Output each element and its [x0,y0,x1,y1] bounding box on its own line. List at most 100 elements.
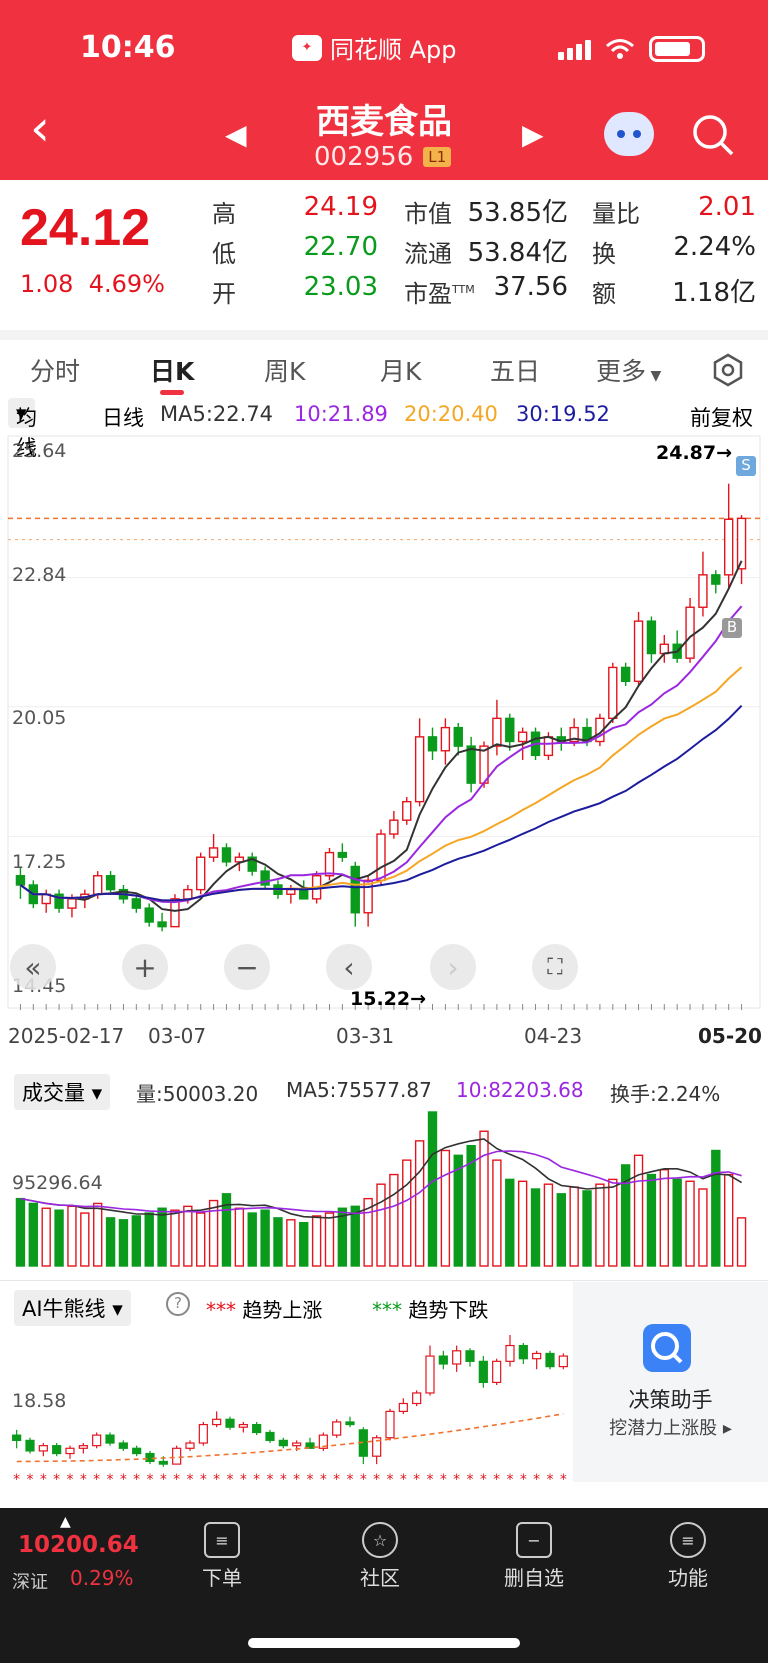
sell-signal-badge[interactable]: S [736,456,756,476]
candle-body [698,574,708,608]
ai-candle-body [278,1439,288,1447]
nav-order[interactable]: ≡ 下单 [182,1522,262,1591]
volume-axis: 95296.64 [12,1172,103,1194]
index-value[interactable]: 10200.64 [18,1532,139,1558]
ai-candle-body [185,1442,195,1449]
axis-top: 25.64 [12,440,67,462]
ai-candle-body [65,1447,75,1455]
candlestick-chart[interactable] [0,434,768,1054]
settings-hexagon-icon[interactable] [710,352,746,388]
next-stock-button[interactable]: ▶ [522,118,544,151]
buy-signal-badge[interactable]: B [722,618,742,638]
volume-bar [41,1207,51,1267]
ai-trend-mark: * [507,1472,514,1480]
scroll-left-button[interactable]: ‹ [326,944,372,990]
adjust-mode[interactable]: 前复权 [690,406,753,430]
tab-intraday[interactable]: 分时 [30,357,81,386]
candle-body [427,736,438,752]
nav-functions[interactable]: ≡ 功能 [648,1522,728,1591]
tab-weekly-k[interactable]: 周K [264,357,306,386]
volume-selector[interactable]: 成交量 ▾ [14,1074,111,1110]
ai-candle-body [52,1445,62,1455]
tab-monthly-k[interactable]: 月K [380,357,422,386]
pe-label: 市盈TTM [404,274,475,309]
ai-candle-body [398,1402,408,1413]
ai-trend-mark: * [547,1472,554,1480]
fullscreen-button[interactable]: ⛶ [532,944,578,990]
ai-candle-body [438,1355,448,1365]
ai-candle-body [518,1344,528,1360]
tab-more[interactable]: 更多 ▼ [596,352,661,388]
candle-body [453,726,463,747]
ai-candle-body [172,1447,182,1465]
zoom-in-button[interactable]: + [122,944,168,990]
ai-candle-body [452,1350,462,1365]
candle-body [389,819,399,835]
ai-candle-body [332,1421,342,1436]
volume-bar [543,1183,554,1267]
ai-trend-mark: * [560,1472,567,1480]
candle-body [15,875,26,886]
float-value: 53.84亿 [467,238,568,268]
candle-body [286,888,296,895]
open-label: 开 [212,280,236,308]
period-label: 日线 [102,406,144,430]
tab-daily-k[interactable]: 日K [150,357,195,386]
ai-robot-icon[interactable] [604,112,654,156]
candle-body [620,666,631,683]
rewind-button[interactable]: « [10,944,56,990]
ai-axis: 18.58 [12,1390,67,1412]
high-value: 24.19 [303,192,378,222]
vr-label: 量比 [592,200,640,228]
nav-remove-watchlist[interactable]: − 删自选 [494,1522,574,1591]
ai-trend-mark: * [173,1472,180,1480]
low-value: 22.70 [303,232,378,262]
volume-bar [556,1193,566,1267]
volume-bar [427,1111,438,1267]
back-button[interactable]: ‹ [30,99,50,157]
ai-trend-mark: * [360,1472,367,1480]
candle-body [517,731,528,743]
volume-chart[interactable] [0,1108,768,1268]
zoom-out-button[interactable]: − [224,944,270,990]
decision-helper-panel[interactable]: 决策助手 挖潜力上涨股 ▸ [573,1282,768,1482]
index-name: 深证 [12,1572,48,1593]
tab-five-day[interactable]: 五日 [490,357,541,386]
ai-selector[interactable]: AI牛熊线 ▾ [14,1290,131,1326]
nav-community[interactable]: ☆ 社区 [340,1522,420,1591]
volume-bar [15,1197,26,1267]
ai-trend-mark: * [453,1472,460,1480]
ai-legend-up: *** 趋势上涨 [206,1298,323,1322]
search-icon[interactable] [690,112,736,158]
amt-label: 额 [592,280,616,308]
ai-candle-body [465,1350,475,1362]
help-icon[interactable]: ? [166,1292,190,1316]
ai-candle-body [385,1410,395,1439]
ai-trend-mark: * [80,1472,87,1480]
volume-bar [440,1149,451,1267]
up-arrow-icon: ▲ [60,1514,71,1530]
ai-trend-mark: * [187,1472,194,1480]
signal-icon [558,38,591,60]
ai-trend-mark: * [53,1472,60,1480]
price-change-pct: 4.69% [88,270,165,298]
prev-stock-button[interactable]: ◀ [225,118,247,151]
candle-body [466,745,476,784]
stock-code: 002956 [314,142,414,172]
ma-selector[interactable]: 均线 ▾ [8,398,37,460]
ai-candle-body [25,1439,35,1452]
candle-body [337,851,348,858]
volume-bar [672,1178,682,1267]
ai-candle-body [425,1355,435,1394]
active-tab-indicator [160,390,184,395]
community-star-icon: ☆ [362,1522,398,1558]
volume-bar [582,1190,592,1267]
ai-bull-bear-chart[interactable]: * * * * * * * * * * * * * * * * * * * * * * * * * * * * * * * * * * * * * * * *… [0,1330,573,1480]
max-marker: 24.87→ [656,442,733,464]
candle-body [711,574,721,585]
candle-body [157,921,167,928]
ai-candle-body [292,1442,302,1447]
scroll-right-button[interactable]: › [430,944,476,990]
ai-candle-body [118,1442,128,1449]
ai-trend-mark: * [387,1472,394,1480]
